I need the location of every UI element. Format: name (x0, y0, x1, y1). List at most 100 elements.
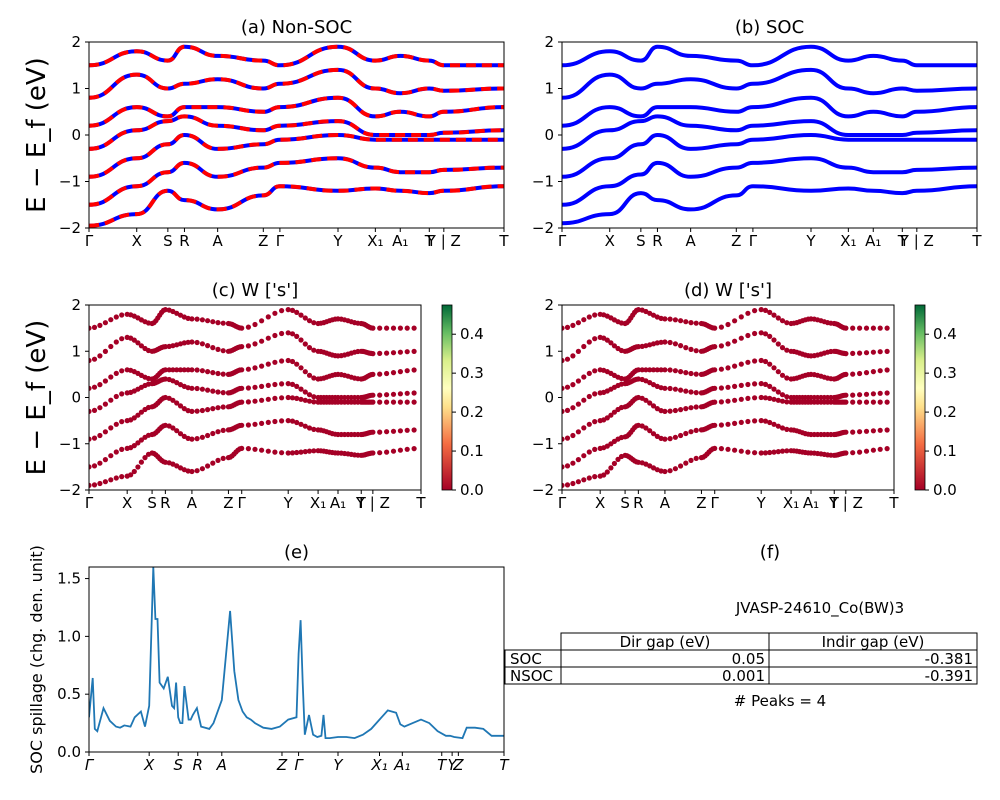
projection-point (775, 449, 781, 455)
projection-point (658, 367, 664, 373)
projection-point (131, 443, 137, 449)
projection-point (377, 450, 383, 456)
projection-point (390, 325, 397, 331)
projection-point (762, 395, 769, 401)
colorbar-tick-label: 0.0 (933, 481, 957, 499)
projection-point (135, 340, 141, 346)
projection-point (635, 459, 642, 465)
projection-point (767, 383, 773, 389)
axes-frame (561, 41, 978, 229)
projection-point (135, 412, 141, 418)
projection-point (884, 367, 890, 373)
projection-point (97, 460, 103, 466)
projection-point (877, 349, 883, 355)
projection-point (285, 450, 291, 456)
projection-point (738, 382, 744, 388)
projection-point (725, 384, 731, 390)
projection-point (850, 450, 856, 456)
projection-point (185, 339, 191, 345)
projection-point (611, 460, 618, 467)
projection-point (89, 385, 92, 391)
projection-point (732, 420, 738, 426)
projection-point (97, 405, 103, 411)
projection-point (562, 436, 565, 442)
colorbar-tick-label: 0.1 (460, 442, 484, 460)
projection-point (784, 399, 790, 405)
y-tick-label: 2 (71, 296, 81, 314)
projection-point (643, 397, 649, 403)
y-tick-label: 0 (71, 126, 81, 144)
projection-point (672, 317, 679, 323)
projection-point (210, 460, 216, 466)
projection-point (119, 419, 125, 425)
projection-point (194, 339, 200, 346)
projection-point (575, 401, 582, 407)
projection-point (775, 341, 781, 347)
y-tick-label: −1 (532, 435, 554, 453)
projection-point (650, 403, 657, 409)
projection-point (166, 367, 172, 373)
x-tick-label: Γ (276, 232, 285, 250)
projection-point (863, 325, 870, 331)
band-line (562, 132, 977, 179)
projection-point (390, 370, 397, 376)
projection-point (570, 432, 576, 439)
projection-point (97, 382, 103, 388)
projection-point (370, 371, 376, 377)
projection-point (302, 389, 308, 395)
projection-point (870, 428, 877, 434)
projection-point (771, 365, 777, 371)
x-tick-label: Y (805, 232, 816, 250)
projection-point (384, 325, 390, 331)
x-tick-label: X (132, 232, 142, 250)
projection-point (306, 372, 313, 378)
projection-point (784, 320, 790, 326)
projection-point (397, 391, 403, 397)
projection-point (245, 324, 251, 330)
projection-point (411, 325, 417, 331)
projection-point (289, 450, 296, 456)
projection-point (279, 395, 285, 401)
projection-point (294, 449, 300, 456)
projection-point (177, 403, 184, 409)
projection-point (215, 320, 221, 326)
y-tick-label: 2 (71, 33, 81, 51)
panel-title: (d) W ['s'] (684, 280, 772, 301)
projection-point (239, 422, 245, 428)
projection-point (779, 392, 786, 398)
x-tick-label: A₁ (865, 232, 881, 250)
projection-point (738, 335, 744, 341)
projection-point (311, 375, 317, 381)
projection-point (272, 332, 278, 339)
x-tick-label: Y (448, 756, 459, 774)
y-tick-label: 1.5 (57, 570, 81, 588)
projection-point (635, 376, 642, 382)
projection-point (647, 428, 653, 434)
projection-point (693, 320, 699, 326)
x-tick-label: R (652, 232, 662, 250)
projection-point (289, 331, 296, 337)
projection-point (762, 418, 769, 424)
projection-point (294, 419, 300, 426)
projection-point (199, 407, 205, 414)
projection-point (199, 386, 205, 392)
colorbar (914, 304, 926, 491)
x-tick-label: Γ (558, 494, 567, 512)
y-axis-label: SOC spillage (chg. den. unit) (27, 545, 46, 774)
x-tick-label: Γ (85, 494, 94, 512)
projection-point (298, 337, 304, 343)
projection-point (102, 401, 108, 407)
projection-point (592, 474, 598, 480)
table-header-dir: Dir gap (eV) (620, 633, 711, 651)
projection-point (667, 339, 673, 346)
projection-point (298, 386, 304, 392)
projection-point (771, 449, 777, 455)
projection-point (239, 445, 245, 451)
projection-point (752, 358, 758, 364)
x-tick-label: Y (283, 494, 294, 512)
panel-title: (c) W ['s'] (212, 280, 299, 301)
table-cell-value: 0.05 (732, 650, 765, 668)
projection-point (779, 398, 786, 404)
x-tick-label: Z (276, 756, 288, 774)
